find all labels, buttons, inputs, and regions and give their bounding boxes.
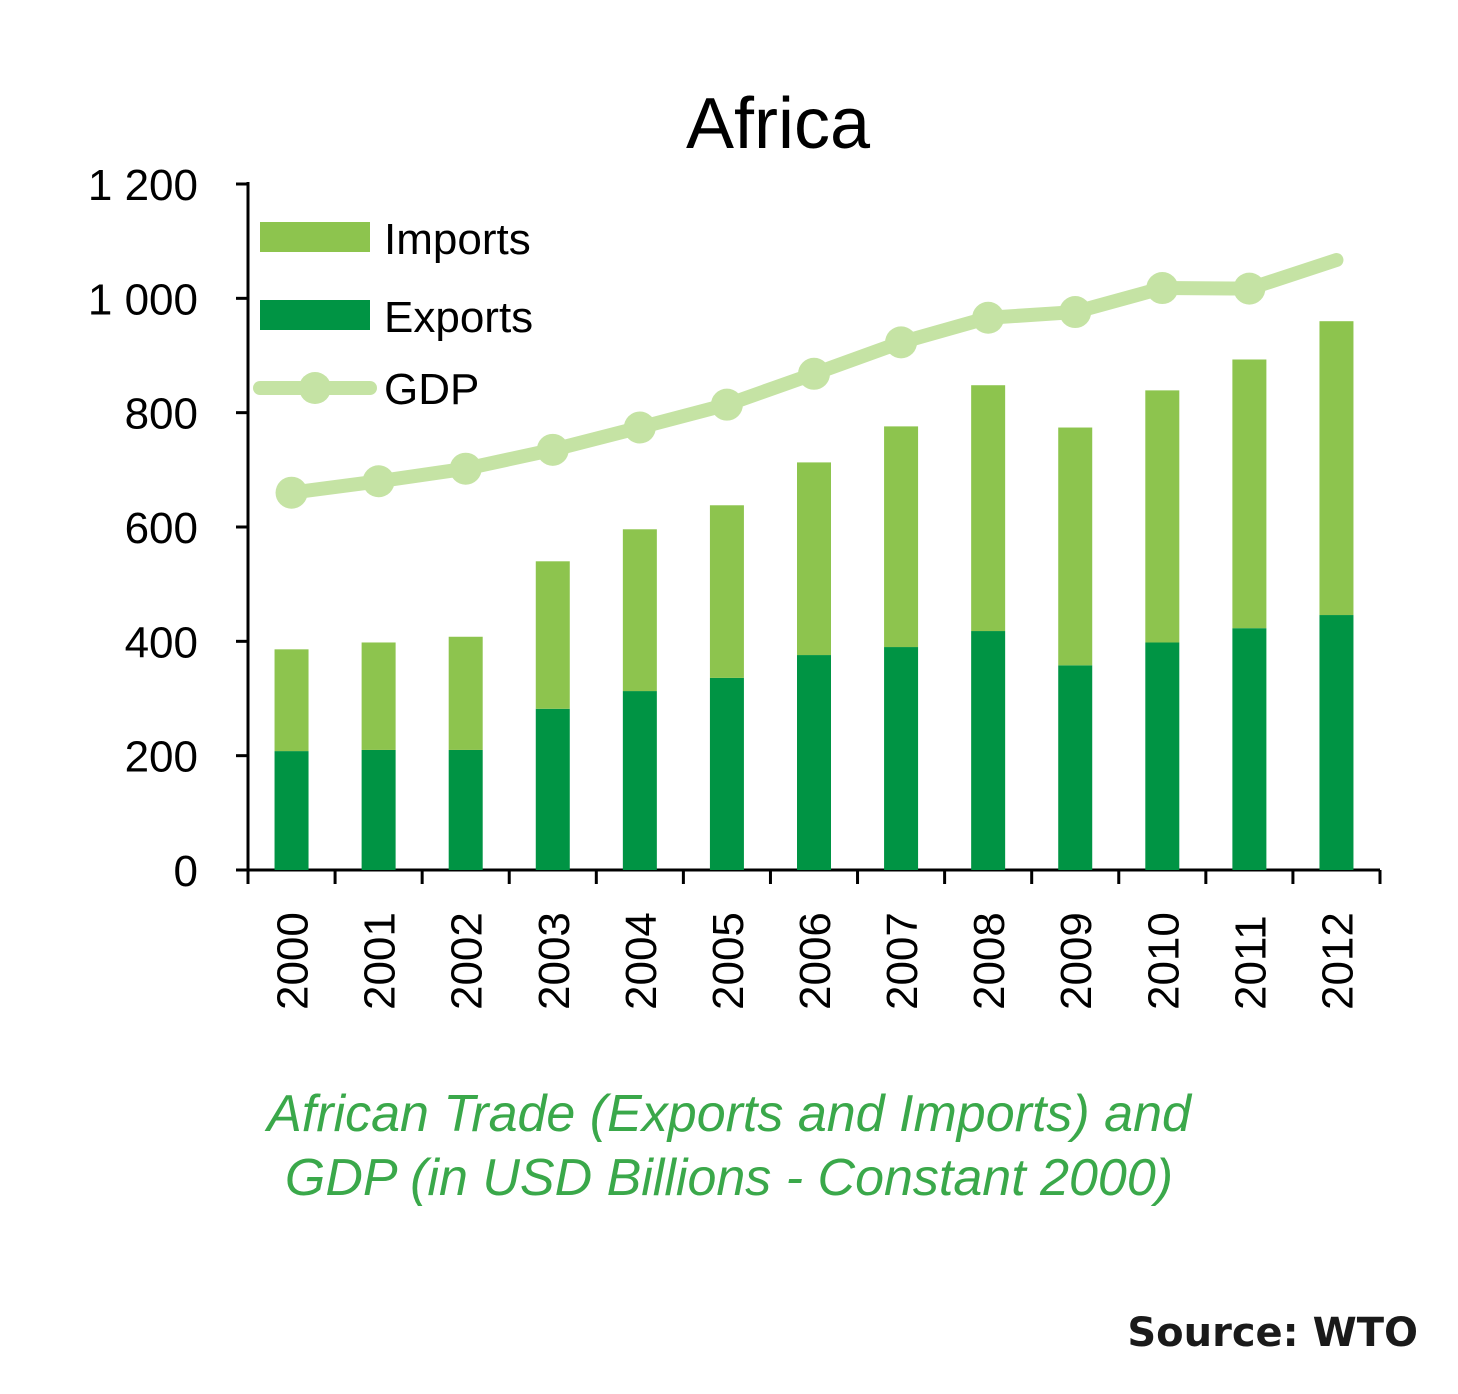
bars xyxy=(274,321,1354,870)
bar-imports xyxy=(1232,359,1267,629)
y-tick-label: 600 xyxy=(125,504,198,553)
gdp-point xyxy=(362,465,395,498)
bar-imports xyxy=(1319,321,1354,616)
bar-exports xyxy=(971,631,1006,870)
x-tick-label: 2007 xyxy=(878,912,927,1010)
bar-imports xyxy=(1058,427,1093,666)
y-tick-label: 800 xyxy=(125,390,198,439)
gdp-point xyxy=(710,388,743,421)
y-tick-label: 1 000 xyxy=(88,275,198,324)
source-label: Source: WTO xyxy=(1127,1310,1418,1356)
gdp-point xyxy=(885,326,918,359)
gdp-point xyxy=(1146,272,1179,305)
legend-label-exports: Exports xyxy=(384,293,533,342)
bar-imports xyxy=(535,561,570,709)
x-tick-label: 2009 xyxy=(1052,912,1101,1010)
caption-line-1: African Trade (Exports and Imports) and xyxy=(267,1085,1191,1143)
bar-imports xyxy=(274,649,309,752)
bar-exports xyxy=(274,751,309,870)
x-tick-label: 2012 xyxy=(1313,912,1362,1010)
chart-caption: African Trade (Exports and Imports) and … xyxy=(0,1082,1458,1210)
y-tick-label: 1 200 xyxy=(88,161,198,210)
gdp-point xyxy=(798,357,830,390)
x-tick-label: 2006 xyxy=(791,912,840,1010)
x-tick-label: 2005 xyxy=(704,912,753,1010)
gdp-point xyxy=(1059,296,1092,329)
legend-swatch-imports xyxy=(260,222,370,252)
x-tick-label: 2000 xyxy=(269,912,318,1010)
legend-label-imports: Imports xyxy=(384,215,531,264)
bar-imports xyxy=(971,385,1006,632)
gdp-point xyxy=(623,411,656,444)
x-tick-label: 2003 xyxy=(530,912,579,1010)
legend-swatch-gdp-marker xyxy=(299,372,331,404)
bar-imports xyxy=(1145,390,1180,643)
x-tick-label: 2011 xyxy=(1226,915,1275,1010)
bar-imports xyxy=(884,426,919,648)
bar-exports xyxy=(448,749,483,870)
x-tick-label: 2002 xyxy=(443,912,492,1010)
gdp-point xyxy=(449,452,482,485)
x-axis: 2000 2001 2002 2003 2004 2005 2006 2007 2008 2009… xyxy=(246,868,1382,1010)
gdp-point xyxy=(972,301,1005,334)
gdp-line xyxy=(275,253,1344,509)
legend: Imports Exports GDP xyxy=(253,215,533,414)
x-tick-label: 2010 xyxy=(1139,912,1188,1010)
bar-exports xyxy=(1319,615,1354,870)
x-tick-label: 2001 xyxy=(356,912,405,1010)
bar-exports xyxy=(1058,665,1093,870)
bar-imports xyxy=(709,505,744,678)
y-tick-label: 0 xyxy=(174,847,198,896)
bar-exports xyxy=(884,647,919,870)
bar-exports xyxy=(709,677,744,870)
gdp-point xyxy=(536,433,569,466)
bar-exports xyxy=(535,708,570,870)
bar-exports xyxy=(1232,628,1267,870)
y-axis: 0 200 400 600 800 1 000 1 200 xyxy=(88,161,250,896)
bar-exports xyxy=(622,691,657,870)
legend-swatch-exports xyxy=(260,300,370,330)
y-tick-label: 400 xyxy=(125,618,198,667)
caption-line-2: GDP (in USD Billions - Constant 2000) xyxy=(284,1149,1174,1207)
bar-imports xyxy=(448,636,483,750)
gdp-point xyxy=(275,476,308,509)
bar-exports xyxy=(797,655,831,870)
x-tick-label: 2008 xyxy=(965,912,1014,1010)
chart-title: Africa xyxy=(686,84,871,164)
legend-label-gdp: GDP xyxy=(384,365,479,414)
bar-exports xyxy=(1145,642,1180,870)
bar-imports xyxy=(797,462,831,656)
bar-imports xyxy=(622,529,657,692)
bar-imports xyxy=(361,642,396,750)
gdp-point xyxy=(1233,272,1266,305)
x-tick-label: 2004 xyxy=(617,912,666,1010)
y-tick-label: 200 xyxy=(125,733,198,782)
bar-exports xyxy=(361,749,396,870)
